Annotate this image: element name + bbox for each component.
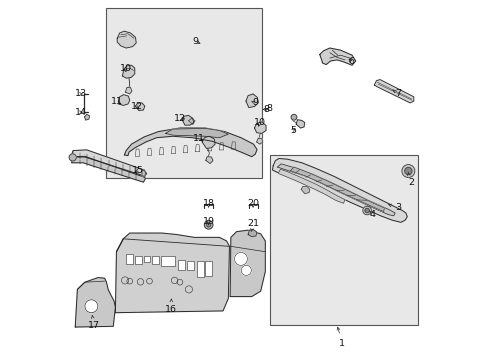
Polygon shape [115, 233, 229, 313]
Polygon shape [247, 229, 256, 237]
Circle shape [404, 167, 411, 175]
Text: 8: 8 [263, 105, 269, 114]
Polygon shape [373, 80, 413, 103]
Polygon shape [188, 118, 195, 125]
Polygon shape [122, 65, 135, 78]
Circle shape [241, 265, 251, 275]
Polygon shape [278, 169, 344, 203]
Text: 6: 6 [347, 57, 353, 66]
Text: 4: 4 [368, 210, 374, 219]
Text: 17: 17 [88, 316, 100, 330]
Bar [204, 261, 212, 276]
Text: 8: 8 [263, 104, 272, 113]
Circle shape [69, 154, 76, 161]
Text: 16: 16 [165, 299, 177, 314]
Text: 11: 11 [193, 134, 205, 143]
Circle shape [364, 208, 368, 213]
Text: 3: 3 [388, 203, 401, 212]
Text: 5: 5 [289, 126, 295, 135]
Polygon shape [319, 48, 355, 65]
Polygon shape [256, 138, 262, 144]
Polygon shape [272, 158, 407, 222]
Text: 1: 1 [336, 327, 345, 348]
FancyBboxPatch shape [106, 8, 262, 178]
Polygon shape [84, 114, 89, 120]
Polygon shape [277, 164, 394, 216]
Text: 12: 12 [130, 102, 142, 111]
Text: 14: 14 [75, 108, 87, 117]
Circle shape [290, 114, 296, 120]
Polygon shape [124, 128, 257, 157]
Bar [178, 260, 184, 270]
Polygon shape [205, 157, 212, 163]
Text: 12: 12 [174, 114, 185, 123]
Polygon shape [202, 136, 215, 148]
Text: 9: 9 [251, 98, 257, 107]
Polygon shape [230, 230, 265, 297]
Polygon shape [301, 186, 309, 194]
Bar [126, 254, 133, 264]
Circle shape [362, 206, 371, 215]
Text: 21: 21 [246, 219, 259, 231]
Text: 10: 10 [119, 64, 131, 73]
Polygon shape [254, 122, 265, 134]
Polygon shape [165, 129, 228, 138]
Text: 13: 13 [75, 89, 87, 98]
Polygon shape [296, 120, 304, 128]
Bar [161, 256, 175, 266]
Polygon shape [142, 170, 145, 176]
Circle shape [85, 300, 98, 313]
Text: 9: 9 [192, 37, 200, 46]
FancyBboxPatch shape [269, 155, 418, 325]
Polygon shape [125, 87, 132, 94]
Text: 20: 20 [246, 199, 259, 208]
Text: 10: 10 [253, 118, 265, 127]
Text: 11: 11 [111, 97, 123, 106]
Bar [135, 256, 142, 264]
Polygon shape [75, 278, 115, 327]
Polygon shape [72, 150, 146, 177]
Circle shape [204, 221, 212, 229]
Text: 15: 15 [132, 166, 144, 175]
Polygon shape [135, 103, 144, 111]
Text: 19: 19 [202, 217, 214, 226]
Text: 2: 2 [407, 173, 413, 187]
Polygon shape [182, 116, 193, 125]
Bar [187, 261, 193, 270]
Polygon shape [117, 31, 136, 48]
Bar [197, 261, 204, 277]
Circle shape [401, 165, 414, 177]
Polygon shape [72, 157, 145, 182]
Bar [152, 256, 159, 264]
Text: 7: 7 [392, 89, 401, 98]
Polygon shape [118, 95, 129, 105]
Polygon shape [290, 167, 384, 212]
Polygon shape [245, 94, 258, 108]
Text: 18: 18 [202, 199, 214, 208]
Circle shape [206, 223, 210, 227]
Circle shape [234, 252, 247, 265]
Bar [144, 256, 149, 262]
